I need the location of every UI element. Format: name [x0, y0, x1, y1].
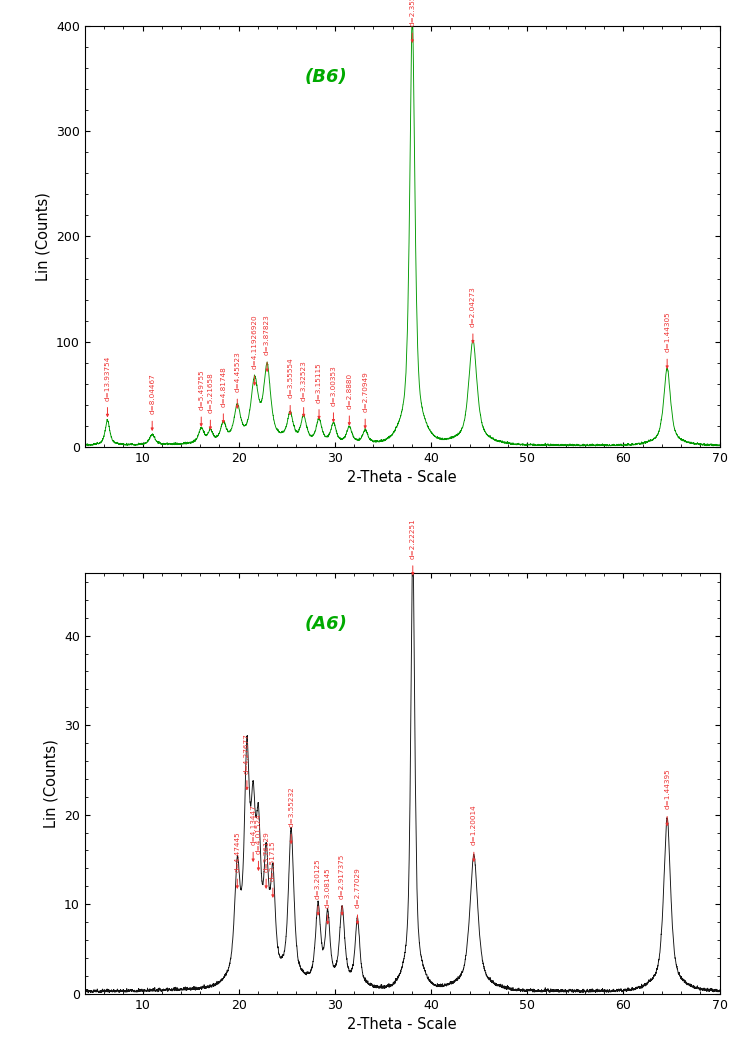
Text: (B6): (B6) — [305, 68, 348, 86]
Text: d=4.11926920: d=4.11926920 — [252, 315, 258, 369]
Text: d=3.20125: d=3.20125 — [315, 858, 321, 899]
Text: d=4.45523: d=4.45523 — [234, 351, 241, 392]
Text: d=3.87823: d=3.87823 — [264, 315, 270, 356]
Text: d=3.55232: d=3.55232 — [288, 787, 294, 827]
Text: d=2.77029: d=2.77029 — [354, 867, 360, 908]
Text: d=8.04467: d=8.04467 — [149, 373, 155, 414]
Text: d=2.70949: d=2.70949 — [362, 371, 368, 412]
Text: d=2.35519: d=2.35519 — [410, 0, 415, 26]
Text: d=5.49755: d=5.49755 — [199, 369, 204, 410]
Text: d=3.51715: d=3.51715 — [270, 840, 276, 881]
Text: d=3.76129: d=3.76129 — [263, 832, 269, 872]
Text: d=2.917375: d=2.917375 — [339, 854, 345, 899]
Text: d=5.21658: d=5.21658 — [207, 372, 213, 413]
Text: d=3.08145: d=3.08145 — [325, 867, 331, 908]
Text: d=1.20014: d=1.20014 — [471, 804, 477, 845]
Y-axis label: Lin (Counts): Lin (Counts) — [44, 738, 58, 827]
Text: d=3.00353: d=3.00353 — [331, 365, 337, 406]
Text: d=4.27677: d=4.27677 — [244, 733, 250, 774]
X-axis label: 2-Theta - Scale: 2-Theta - Scale — [348, 1017, 457, 1032]
Text: d=1.44305: d=1.44305 — [664, 312, 670, 353]
Text: d=2.22251: d=2.22251 — [410, 518, 415, 559]
Text: d=13.93754: d=13.93754 — [105, 356, 111, 401]
Text: d=3.55554: d=3.55554 — [287, 358, 293, 399]
Text: d=4.13447: d=4.13447 — [250, 804, 256, 845]
Text: d=3.32523: d=3.32523 — [300, 360, 307, 401]
Text: d=3.15115: d=3.15115 — [316, 362, 322, 403]
X-axis label: 2-Theta - Scale: 2-Theta - Scale — [348, 471, 457, 485]
Text: d=4.47445: d=4.47445 — [234, 832, 241, 872]
Text: d=4.81748: d=4.81748 — [221, 366, 227, 407]
Text: d=1.44395: d=1.44395 — [664, 769, 670, 810]
Text: d=2.04273: d=2.04273 — [470, 287, 476, 327]
Text: d=4.01524: d=4.01524 — [255, 814, 261, 855]
Y-axis label: Lin (Counts): Lin (Counts) — [35, 192, 51, 281]
Text: (A6): (A6) — [305, 615, 348, 633]
Text: d=2.8880: d=2.8880 — [346, 372, 352, 409]
